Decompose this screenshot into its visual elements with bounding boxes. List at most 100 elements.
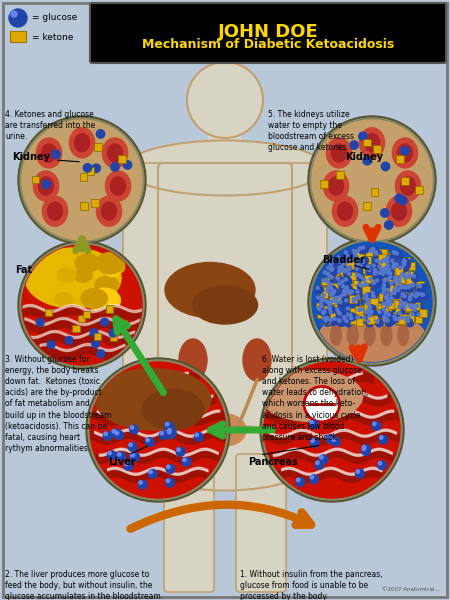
Circle shape xyxy=(344,269,347,272)
Circle shape xyxy=(402,306,410,314)
Circle shape xyxy=(392,264,400,272)
Circle shape xyxy=(177,448,180,451)
Circle shape xyxy=(397,276,405,284)
Circle shape xyxy=(320,302,322,305)
FancyBboxPatch shape xyxy=(384,281,392,289)
Circle shape xyxy=(194,433,203,442)
Circle shape xyxy=(348,291,351,294)
FancyBboxPatch shape xyxy=(358,305,366,313)
FancyBboxPatch shape xyxy=(363,256,371,264)
Circle shape xyxy=(409,295,412,298)
Circle shape xyxy=(381,272,389,280)
Circle shape xyxy=(375,279,378,282)
Circle shape xyxy=(338,300,346,308)
Circle shape xyxy=(408,298,411,301)
Circle shape xyxy=(356,295,364,303)
Circle shape xyxy=(361,257,364,260)
Circle shape xyxy=(368,313,375,321)
Circle shape xyxy=(399,284,407,292)
Circle shape xyxy=(328,305,335,313)
Circle shape xyxy=(386,277,394,285)
Circle shape xyxy=(373,272,376,275)
Circle shape xyxy=(320,297,323,300)
FancyBboxPatch shape xyxy=(374,304,382,311)
FancyBboxPatch shape xyxy=(350,283,358,291)
Circle shape xyxy=(393,280,396,283)
Circle shape xyxy=(326,286,334,293)
Text: = ketone: = ketone xyxy=(32,32,73,41)
Ellipse shape xyxy=(95,369,211,430)
Circle shape xyxy=(167,428,176,437)
Circle shape xyxy=(384,221,393,229)
FancyBboxPatch shape xyxy=(399,314,407,322)
Circle shape xyxy=(360,283,368,291)
Circle shape xyxy=(382,290,389,298)
Circle shape xyxy=(382,302,390,310)
Circle shape xyxy=(387,313,395,320)
Circle shape xyxy=(402,264,405,267)
Circle shape xyxy=(316,295,324,303)
Circle shape xyxy=(368,305,376,313)
Circle shape xyxy=(358,246,366,254)
Circle shape xyxy=(404,302,407,305)
FancyBboxPatch shape xyxy=(91,199,99,207)
FancyBboxPatch shape xyxy=(32,176,39,184)
Circle shape xyxy=(360,308,363,311)
Circle shape xyxy=(402,259,410,266)
Circle shape xyxy=(365,293,368,296)
Circle shape xyxy=(322,279,325,282)
Circle shape xyxy=(337,311,344,319)
Circle shape xyxy=(380,268,387,275)
Circle shape xyxy=(342,315,350,323)
Circle shape xyxy=(347,257,355,265)
Circle shape xyxy=(328,306,331,309)
Circle shape xyxy=(382,288,385,291)
Text: Fat: Fat xyxy=(15,265,32,275)
FancyBboxPatch shape xyxy=(405,303,413,311)
FancyBboxPatch shape xyxy=(158,163,292,463)
Circle shape xyxy=(330,266,338,274)
Circle shape xyxy=(393,276,396,279)
Circle shape xyxy=(406,285,414,293)
Circle shape xyxy=(402,259,405,262)
Circle shape xyxy=(329,268,337,275)
Circle shape xyxy=(384,316,392,324)
Circle shape xyxy=(407,286,410,289)
Circle shape xyxy=(407,272,415,280)
FancyBboxPatch shape xyxy=(360,279,368,287)
Circle shape xyxy=(400,273,408,281)
Circle shape xyxy=(340,265,347,272)
Circle shape xyxy=(352,249,356,252)
Ellipse shape xyxy=(54,293,73,307)
Circle shape xyxy=(316,286,319,289)
Ellipse shape xyxy=(88,288,121,313)
Circle shape xyxy=(372,247,375,250)
Ellipse shape xyxy=(318,313,426,364)
Circle shape xyxy=(18,116,146,244)
Circle shape xyxy=(331,437,340,446)
Circle shape xyxy=(408,274,411,277)
Circle shape xyxy=(310,240,434,364)
FancyBboxPatch shape xyxy=(390,292,397,299)
Circle shape xyxy=(340,280,348,287)
Circle shape xyxy=(331,267,334,270)
Circle shape xyxy=(335,296,343,304)
Circle shape xyxy=(346,259,353,267)
Circle shape xyxy=(401,263,409,271)
FancyBboxPatch shape xyxy=(10,31,26,42)
Circle shape xyxy=(260,358,404,502)
Circle shape xyxy=(360,307,368,315)
FancyBboxPatch shape xyxy=(396,155,404,163)
Circle shape xyxy=(385,259,388,262)
Circle shape xyxy=(363,278,366,281)
Circle shape xyxy=(374,251,377,254)
Circle shape xyxy=(407,319,410,322)
Circle shape xyxy=(315,460,324,469)
Circle shape xyxy=(316,296,319,299)
Circle shape xyxy=(388,271,396,279)
FancyBboxPatch shape xyxy=(406,275,414,283)
Circle shape xyxy=(362,246,365,249)
Ellipse shape xyxy=(108,144,122,162)
Ellipse shape xyxy=(81,289,107,308)
Circle shape xyxy=(386,319,393,326)
